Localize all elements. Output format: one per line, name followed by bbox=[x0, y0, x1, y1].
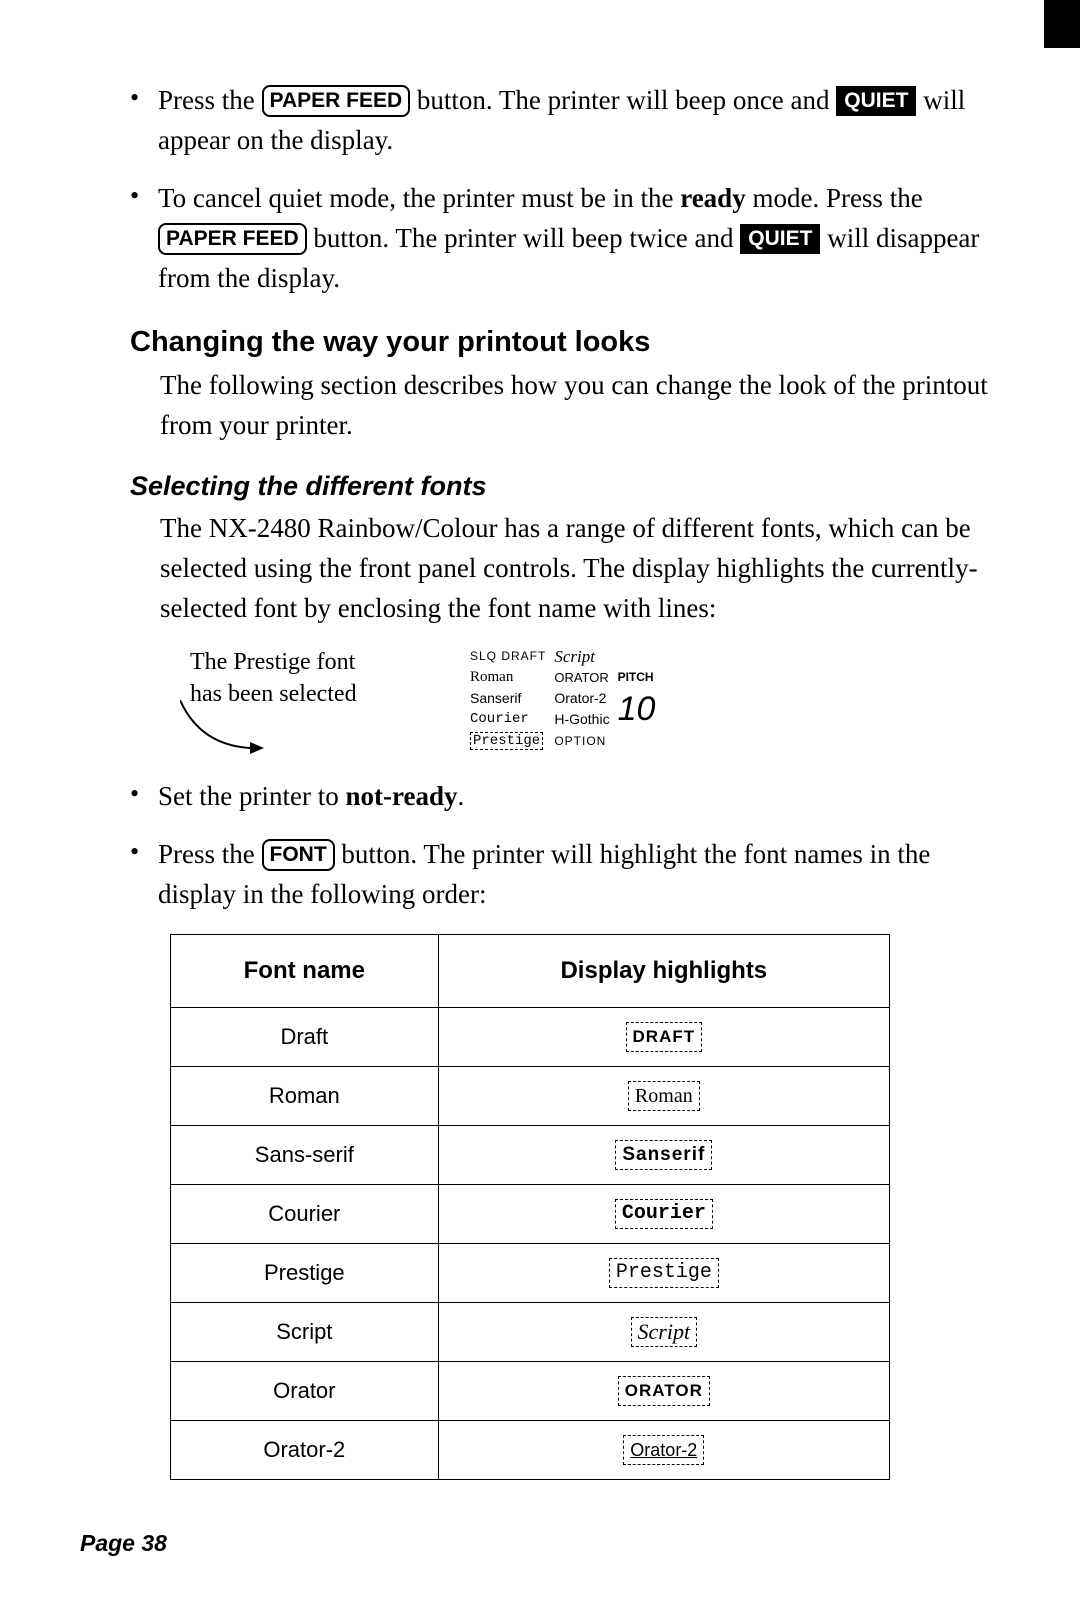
highlight-sample: Script bbox=[631, 1317, 698, 1347]
highlight-sample: ORATOR bbox=[618, 1376, 710, 1406]
highlight-sample: Roman bbox=[628, 1081, 700, 1111]
cell-option: OPTION bbox=[554, 730, 617, 752]
corner-mark bbox=[1044, 0, 1080, 48]
bullet-1: • Press the PAPER FEED button. The print… bbox=[130, 80, 990, 160]
font-name-cell: Courier bbox=[171, 1185, 439, 1244]
cell-hgothic: H-Gothic bbox=[554, 709, 617, 730]
highlight-cell: Prestige bbox=[438, 1244, 889, 1303]
bullet-dot: • bbox=[130, 834, 158, 914]
font-name-cell: Orator bbox=[171, 1362, 439, 1421]
table-row: Orator ORATOR bbox=[171, 1362, 890, 1421]
caption-l1: The Prestige font bbox=[190, 649, 355, 675]
bullet-dot: • bbox=[130, 178, 158, 298]
cell-orator: ORATOR bbox=[554, 667, 617, 688]
bullet-2-text: To cancel quiet mode, the printer must b… bbox=[158, 178, 990, 298]
cell-sanserif: Sanserif bbox=[470, 688, 554, 709]
text: Press the bbox=[158, 839, 262, 869]
para-1: The following section describes how you … bbox=[160, 365, 990, 445]
highlight-cell: Roman bbox=[438, 1067, 889, 1126]
cell-orator2: Orator-2 bbox=[554, 688, 617, 709]
highlight-cell: ORATOR bbox=[438, 1362, 889, 1421]
paper-feed-button-label: PAPER FEED bbox=[262, 85, 411, 117]
table-row: Courier Courier bbox=[171, 1185, 890, 1244]
highlight-cell: Orator-2 bbox=[438, 1421, 889, 1480]
font-table: Font name Display highlights Draft DRAFT R… bbox=[170, 934, 890, 1480]
highlight-cell: DRAFT bbox=[438, 1008, 889, 1067]
bullet-3-text: Set the printer to not-ready. bbox=[158, 776, 464, 816]
font-name-cell: Draft bbox=[171, 1008, 439, 1067]
font-name-cell: Script bbox=[171, 1303, 439, 1362]
text: Set the printer to bbox=[158, 781, 345, 811]
bullet-dot: • bbox=[130, 80, 158, 160]
paper-feed-button-label: PAPER FEED bbox=[158, 223, 307, 255]
font-name-cell: Prestige bbox=[171, 1244, 439, 1303]
table-row: Script Script bbox=[171, 1303, 890, 1362]
font-name-cell: Roman bbox=[171, 1067, 439, 1126]
ready-bold: ready bbox=[680, 183, 746, 213]
table-row: Sans-serif Sanserif bbox=[171, 1126, 890, 1185]
highlight-cell: Sanserif bbox=[438, 1126, 889, 1185]
quiet-label: QUIET bbox=[740, 224, 820, 254]
highlight-sample: Prestige bbox=[609, 1258, 719, 1288]
highlight-cell: Script bbox=[438, 1303, 889, 1362]
heading-changing: Changing the way your printout looks bbox=[130, 326, 990, 359]
bullet-4: • Press the FONT button. The printer wil… bbox=[130, 834, 990, 914]
table-row: Draft DRAFT bbox=[171, 1008, 890, 1067]
bullet-3: • Set the printer to not-ready. bbox=[130, 776, 990, 816]
text: button. The printer will beep twice and bbox=[307, 223, 741, 253]
cell-roman: Roman bbox=[470, 667, 554, 688]
para-2: The NX-2480 Rainbow/Colour has a range o… bbox=[160, 508, 990, 628]
th-font-name: Font name bbox=[171, 935, 439, 1008]
bullet-dot: • bbox=[130, 776, 158, 816]
cell-pitch-label: PITCH bbox=[618, 667, 664, 688]
highlight-sample: Sanserif bbox=[615, 1140, 712, 1170]
text: mode. Press the bbox=[746, 183, 923, 213]
cell-pitch-value: 10 bbox=[618, 688, 664, 730]
cell-prestige-selected: Prestige bbox=[470, 732, 543, 750]
bullet-2: • To cancel quiet mode, the printer must… bbox=[130, 178, 990, 298]
bullet-1-text: Press the PAPER FEED button. The printer… bbox=[158, 80, 990, 160]
text: button. The printer will beep once and bbox=[410, 85, 836, 115]
font-grid: SLQ DRAFT Script Roman ORATOR PITCH Sans… bbox=[470, 646, 663, 752]
table-row: Roman Roman bbox=[171, 1067, 890, 1126]
cell-prestige-wrap: Prestige bbox=[470, 730, 554, 752]
not-ready-bold: not-ready bbox=[345, 781, 457, 811]
highlight-cell: Courier bbox=[438, 1185, 889, 1244]
page-number: Page 38 bbox=[80, 1530, 990, 1557]
text: Press the bbox=[158, 85, 262, 115]
font-table-body: DraftDRAFTRomanRomanSans-serifSanserifCo… bbox=[171, 1008, 890, 1480]
display-panel-figure: The Prestige font has been selected SLQ … bbox=[190, 646, 990, 752]
highlight-sample: Orator-2 bbox=[623, 1435, 704, 1465]
arrow-icon bbox=[180, 700, 270, 756]
caption-wrap: The Prestige font has been selected bbox=[190, 646, 430, 710]
quiet-label: QUIET bbox=[836, 86, 916, 116]
bullet-4-text: Press the FONT button. The printer will … bbox=[158, 834, 990, 914]
highlight-sample: DRAFT bbox=[626, 1022, 703, 1052]
page-content: • Press the PAPER FEED button. The print… bbox=[0, 0, 1080, 1597]
cell-courier: Courier bbox=[470, 709, 554, 730]
font-name-cell: Orator-2 bbox=[171, 1421, 439, 1480]
table-row: Orator-2 Orator-2 bbox=[171, 1421, 890, 1480]
text: . bbox=[457, 781, 464, 811]
cell-slq-draft: SLQ DRAFT bbox=[470, 646, 554, 667]
table-row: Prestige Prestige bbox=[171, 1244, 890, 1303]
heading-selecting: Selecting the different fonts bbox=[130, 471, 990, 502]
text: To cancel quiet mode, the printer must b… bbox=[158, 183, 680, 213]
cell-script: Script bbox=[554, 646, 617, 667]
th-display-highlights: Display highlights bbox=[438, 935, 889, 1008]
font-button-label: FONT bbox=[262, 839, 335, 871]
font-name-cell: Sans-serif bbox=[171, 1126, 439, 1185]
highlight-sample: Courier bbox=[615, 1199, 713, 1229]
